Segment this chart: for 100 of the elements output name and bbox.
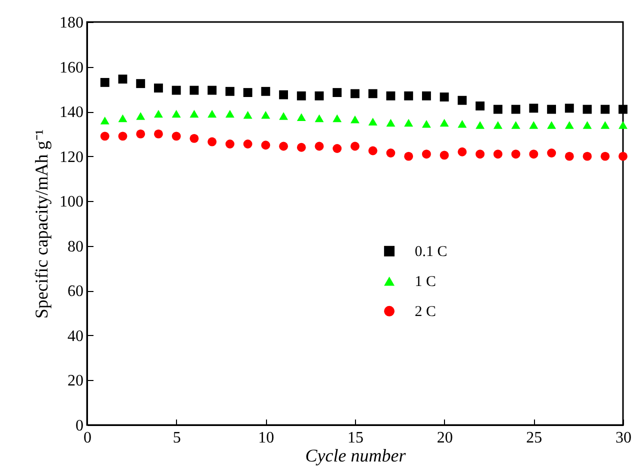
point [618, 104, 628, 114]
point [243, 111, 252, 119]
point [493, 104, 502, 114]
point [100, 78, 110, 87]
point [154, 110, 163, 118]
x-tick-label: 30 [616, 430, 632, 446]
point [136, 79, 146, 88]
point [386, 91, 396, 100]
point [136, 129, 146, 138]
point [440, 118, 449, 127]
point [582, 104, 592, 114]
y-tick-label: 160 [60, 59, 84, 76]
point [476, 121, 485, 129]
point [511, 150, 520, 159]
point [118, 114, 128, 122]
point [529, 104, 538, 113]
point [529, 150, 538, 159]
point [458, 147, 467, 156]
point [243, 140, 252, 148]
point [296, 142, 306, 152]
point [225, 140, 234, 148]
x-tick-label: 15 [348, 430, 364, 446]
point [279, 90, 288, 100]
y-tick-label: 20 [68, 372, 84, 390]
point [404, 91, 414, 100]
point [582, 121, 592, 129]
y-tick-label: 80 [68, 238, 84, 256]
point [332, 114, 342, 122]
y-tick-label: 60 [68, 283, 84, 300]
x-tick-label: 5 [172, 430, 181, 446]
point [368, 89, 378, 98]
point [476, 101, 485, 110]
point [208, 137, 217, 146]
point [600, 152, 610, 161]
point [618, 121, 628, 129]
point [172, 110, 181, 118]
x-tick-label: 20 [436, 430, 453, 446]
point [190, 110, 199, 118]
point [350, 142, 360, 151]
point [368, 118, 378, 126]
point [422, 120, 431, 128]
point [564, 152, 574, 161]
point [118, 74, 128, 84]
point [100, 132, 110, 141]
point [600, 121, 610, 129]
point [564, 104, 574, 113]
point [547, 121, 556, 129]
point [493, 150, 502, 159]
point [225, 86, 234, 96]
point [529, 121, 538, 129]
point [386, 148, 396, 158]
x-axis-title: Cycle number [305, 446, 407, 466]
point [458, 96, 467, 105]
point [440, 150, 449, 160]
point [225, 110, 234, 118]
point [404, 152, 414, 161]
point [493, 121, 502, 129]
legend-label: 0.1 C [414, 244, 448, 260]
point [350, 116, 360, 124]
point [368, 146, 378, 156]
point [332, 144, 342, 153]
point [476, 150, 485, 159]
point [440, 92, 449, 102]
point [547, 148, 556, 158]
y-tick-label: 100 [60, 194, 84, 211]
point [511, 104, 520, 114]
point [296, 113, 306, 122]
point [386, 118, 396, 127]
point [261, 140, 270, 150]
y-tick-label: 140 [60, 104, 84, 122]
legend-label: 2 C [414, 304, 436, 320]
point [243, 88, 252, 97]
legend-label: 1 C [414, 274, 436, 290]
point [208, 86, 217, 95]
point [172, 132, 181, 141]
point [118, 132, 128, 141]
point [208, 110, 217, 118]
point [136, 112, 146, 120]
point [296, 91, 306, 100]
point [404, 118, 414, 127]
y-tick-label: 180 [60, 14, 84, 32]
point [279, 112, 288, 120]
x-tick-label: 25 [526, 430, 542, 446]
point [564, 121, 574, 129]
point [422, 150, 431, 159]
point [279, 142, 288, 151]
point [332, 88, 342, 97]
point [190, 86, 199, 95]
point [172, 86, 181, 95]
y-axis-title: Specific capacity/mAh g⁻¹ [32, 129, 52, 319]
point [100, 116, 110, 124]
point [261, 86, 270, 96]
point [458, 120, 467, 128]
point [154, 84, 163, 93]
point [314, 91, 324, 100]
point [350, 89, 360, 98]
point [422, 91, 431, 100]
point [190, 134, 199, 143]
point [314, 142, 324, 151]
point [314, 114, 324, 122]
